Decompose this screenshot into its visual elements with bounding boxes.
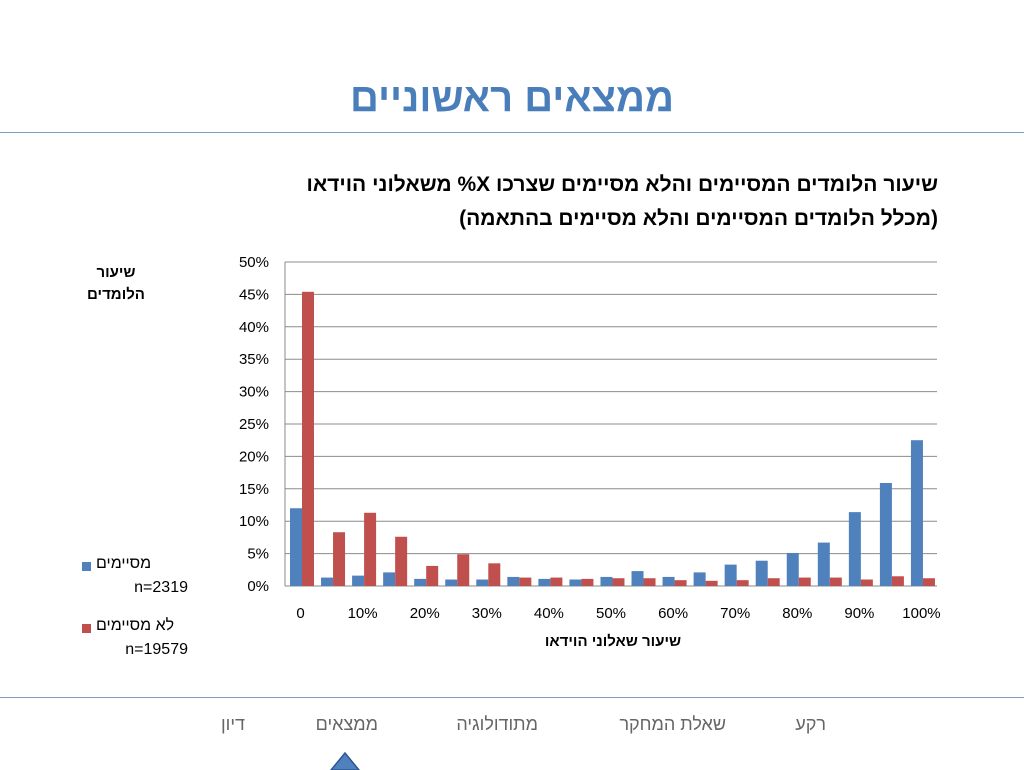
y-tick-label: 15% xyxy=(239,481,269,498)
y-tick-label: 10% xyxy=(239,513,269,530)
bar-finishers xyxy=(879,482,892,586)
legend-swatch-finishers xyxy=(82,562,91,571)
bar-finishers xyxy=(817,542,830,586)
bar-non-finishers xyxy=(457,554,470,586)
bar-non-finishers xyxy=(922,578,935,586)
bar-finishers xyxy=(290,508,302,586)
bar-finishers xyxy=(569,579,582,586)
bar-finishers xyxy=(600,576,613,586)
legend-label-finishers: מסיימים xyxy=(96,555,152,572)
legend-swatch-non-finishers xyxy=(82,624,91,633)
x-tick-label: 30% xyxy=(472,605,502,622)
legend-count-non-finishers: n=19579 xyxy=(125,641,188,658)
bar-finishers xyxy=(693,572,706,586)
x-tick-label: 20% xyxy=(410,605,440,622)
nav-item-methodology[interactable]: מתודולוגיה xyxy=(456,714,538,734)
bar-finishers xyxy=(848,512,861,586)
bar-non-finishers xyxy=(426,565,439,586)
nav-item-background[interactable]: רקע xyxy=(795,714,826,734)
y-tick-label: 40% xyxy=(239,319,269,336)
bar-non-finishers xyxy=(674,580,687,586)
x-tick-label: 80% xyxy=(782,605,812,622)
bar-finishers xyxy=(476,579,489,586)
footer-divider xyxy=(0,697,1024,698)
current-section-arrow-icon xyxy=(330,752,360,770)
bar-non-finishers xyxy=(395,536,408,586)
bar-non-finishers xyxy=(705,580,718,586)
bar-non-finishers xyxy=(333,532,346,586)
y-tick-label: 20% xyxy=(239,448,269,465)
bar-finishers xyxy=(910,440,923,586)
bar-non-finishers xyxy=(581,578,594,586)
bar-finishers xyxy=(352,575,365,586)
bar-finishers xyxy=(321,577,334,586)
x-tick-label: 100% xyxy=(902,605,940,622)
y-tick-label: 30% xyxy=(239,384,269,401)
x-tick-label: 0 xyxy=(296,605,304,622)
bar-non-finishers xyxy=(488,563,501,586)
bar-non-finishers xyxy=(643,578,656,586)
legend-item-non-finishers: לא מסיימים n=19579 xyxy=(78,617,198,679)
nav-item-findings[interactable]: ממצאים xyxy=(315,714,378,734)
bar-non-finishers xyxy=(891,576,904,586)
y-tick-label: 45% xyxy=(239,286,269,303)
x-axis-label: שיעור שאלוני הוידאו xyxy=(545,633,681,650)
x-tick-label: 50% xyxy=(596,605,626,622)
y-tick-label: 0% xyxy=(247,578,269,595)
x-tick-label: 10% xyxy=(348,605,378,622)
bar-non-finishers xyxy=(736,580,749,586)
bar-non-finishers xyxy=(798,577,811,586)
y-tick-label: 50% xyxy=(239,254,269,271)
bar-finishers xyxy=(662,576,675,586)
bar-finishers xyxy=(538,578,551,586)
x-tick-label: 70% xyxy=(720,605,750,622)
bar-finishers xyxy=(631,571,644,586)
slide-title: ממצאים ראשוניים xyxy=(349,76,675,120)
bar-finishers xyxy=(724,564,737,586)
slide-navigation: רקע שאלת המחקר מתודולוגיה ממצאים דיון xyxy=(0,714,1024,744)
x-tick-label: 40% xyxy=(534,605,564,622)
bar-non-finishers xyxy=(612,578,625,586)
bar-finishers xyxy=(445,579,458,586)
bar-non-finishers xyxy=(302,291,314,586)
bar-finishers xyxy=(755,560,768,586)
bar-finishers xyxy=(414,578,427,586)
chart-legend: מסיימים n=2319 לא מסיימים n=19579 xyxy=(78,555,198,679)
chart-title-line-1: שיעור הלומדים המסיימים והלא מסיימים שצרכ… xyxy=(306,173,938,196)
x-tick-label: 90% xyxy=(844,605,874,622)
bar-finishers xyxy=(507,576,520,586)
bar-finishers xyxy=(786,552,799,586)
y-tick-label: 35% xyxy=(239,351,269,368)
bar-non-finishers xyxy=(550,577,563,586)
y-tick-label: 5% xyxy=(247,546,269,563)
y-tick-label: 25% xyxy=(239,416,269,433)
nav-item-discussion[interactable]: דיון xyxy=(220,714,245,734)
nav-item-research-question[interactable]: שאלת המחקר xyxy=(619,714,726,734)
legend-item-finishers: מסיימים n=2319 xyxy=(78,555,198,617)
bar-finishers xyxy=(383,572,396,586)
bar-non-finishers xyxy=(767,578,780,586)
chart-title-line-2: (מכלל הלומדים המסיימים והלא מסיימים בהתא… xyxy=(459,207,938,230)
title-divider xyxy=(0,132,1024,133)
y-axis-label: שיעור הלומדים xyxy=(87,264,145,303)
x-tick-label: 60% xyxy=(658,605,688,622)
bar-non-finishers xyxy=(519,577,532,586)
bar-chart: 0% 5% 10% 15% 20% 25% 30% 35% 40% 45% 50% 0 10% 20% 30… xyxy=(239,254,941,650)
chart-title: שיעור הלומדים המסיימים והלא מסיימים שצרכ… xyxy=(138,168,938,236)
bar-non-finishers xyxy=(860,579,873,586)
legend-label-non-finishers: לא מסיימים xyxy=(96,617,175,634)
bar-non-finishers xyxy=(364,512,377,586)
legend-count-finishers: n=2319 xyxy=(134,579,188,596)
bar-non-finishers xyxy=(829,577,842,586)
